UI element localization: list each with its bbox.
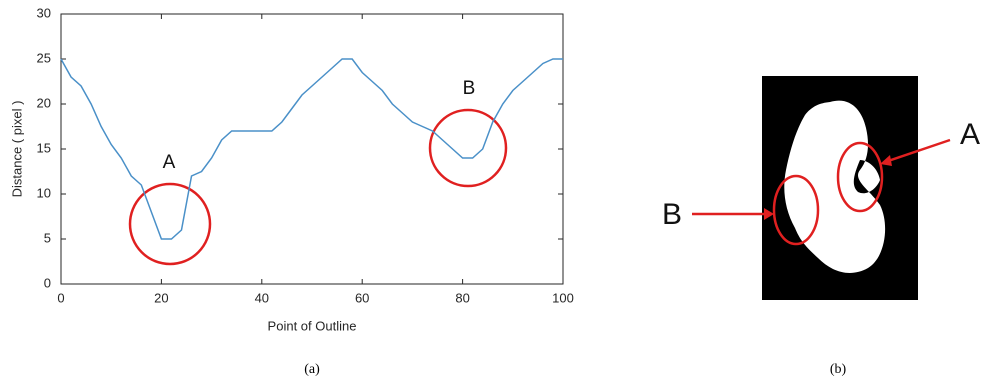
y-tick-label: 20 <box>37 95 51 110</box>
figure: Point of Outline Distance ( pixel ) A B … <box>0 0 987 382</box>
x-tick-label: 80 <box>455 290 469 305</box>
annotation: A <box>163 152 176 173</box>
y-tick-label: 30 <box>37 5 51 20</box>
caption: (b) <box>830 362 847 377</box>
x-tick-label: 100 <box>552 290 574 305</box>
x-tick-label: 40 <box>255 290 269 305</box>
annotation: B <box>463 78 476 99</box>
x-axis-label: Point of Outline <box>268 318 357 333</box>
y-tick-label: 5 <box>44 230 51 245</box>
y-tick-label: 10 <box>37 185 51 200</box>
y-tick-label: 15 <box>37 140 51 155</box>
binary-image: A B <box>662 76 980 300</box>
y-tick-label: 25 <box>37 50 51 65</box>
highlight-circle <box>130 184 210 264</box>
y-tick-label: 0 <box>44 275 51 290</box>
highlight-circle <box>430 110 506 186</box>
data-line <box>61 59 563 239</box>
y-axis-label: Distance ( pixel ) <box>9 101 24 198</box>
image-label: B <box>662 198 682 231</box>
image-label: A <box>960 118 980 151</box>
x-tick-label: 20 <box>154 290 168 305</box>
x-tick-label: 0 <box>57 290 64 305</box>
x-tick-label: 60 <box>355 290 369 305</box>
caption: (a) <box>304 362 320 377</box>
